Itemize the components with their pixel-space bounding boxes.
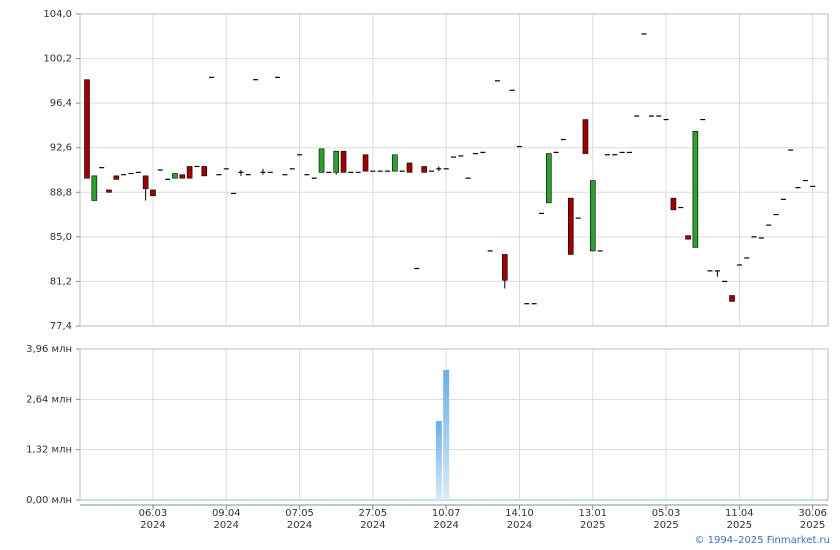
x-tick-label: 09.04 2024 xyxy=(211,508,241,531)
volume-frame xyxy=(79,348,829,501)
x-tick-label: 11.04 2025 xyxy=(725,508,754,531)
candle-body xyxy=(340,150,347,173)
candle-body xyxy=(91,175,98,201)
marks xyxy=(84,33,816,500)
price-frame xyxy=(79,13,829,327)
candle-body xyxy=(201,166,208,177)
y-tick-label: 1,32 млн xyxy=(26,445,72,456)
y-tick-label: 2,64 млн xyxy=(26,394,72,405)
copyright[interactable]: © 1994–2025 Finmarket.ru xyxy=(694,535,830,546)
y-tick-label: 77,4 xyxy=(50,321,72,332)
candle-body xyxy=(589,180,596,252)
x-tick-label: 14.10 2024 xyxy=(505,508,534,531)
volume-bar xyxy=(443,369,450,500)
x-tick-label: 27.05 2024 xyxy=(358,508,388,531)
x-tick-label: 30.06 2025 xyxy=(798,508,827,531)
candle-body xyxy=(545,153,552,204)
y-tick-label: 3,96 млн xyxy=(26,344,72,355)
candle-body xyxy=(142,175,149,190)
candle-body xyxy=(84,79,90,179)
candle-body xyxy=(582,119,589,154)
grid: 77,4 81,2 85,0 88,8 92,6 96,4 100,2 104,0 0,00 м… xyxy=(26,9,828,510)
candle-body xyxy=(362,154,369,172)
volume-bar xyxy=(435,421,442,500)
candle-body xyxy=(172,173,178,179)
y-tick-label: 81,2 xyxy=(50,276,72,287)
x-tick-label: 10.07 2024 xyxy=(431,508,461,531)
y-tick-label: 88,8 xyxy=(50,187,72,198)
candle-body xyxy=(318,148,325,173)
candle-body xyxy=(106,189,112,193)
y-tick-label: 0,00 млн xyxy=(26,495,72,506)
x-tick-label: 07.05 2024 xyxy=(285,508,314,531)
candle-body xyxy=(729,295,735,302)
candle-body xyxy=(502,254,508,281)
candle-body xyxy=(179,174,186,179)
x-tick-label: 05.03 2025 xyxy=(651,508,681,531)
candle-body xyxy=(392,154,398,172)
candle-body xyxy=(567,197,574,255)
candle-body xyxy=(406,162,413,173)
candle-body xyxy=(670,197,677,211)
x-tick-label: 13.01 2025 xyxy=(578,508,608,531)
candle-body xyxy=(113,175,120,180)
y-tick-label: 104,0 xyxy=(43,9,72,20)
candle-body xyxy=(186,166,193,179)
y-tick-label: 92,6 xyxy=(50,143,72,154)
y-tick-label: 100,2 xyxy=(43,54,72,65)
y-tick-label: 85,0 xyxy=(50,232,72,243)
y-tick-label: 96,4 xyxy=(50,98,72,109)
candle-body xyxy=(150,189,156,197)
candle-body xyxy=(333,150,340,173)
candle-body xyxy=(421,166,427,173)
x-tick-label: 06.03 2024 xyxy=(138,508,168,531)
candle-body xyxy=(692,130,699,248)
candle-body xyxy=(685,235,691,240)
